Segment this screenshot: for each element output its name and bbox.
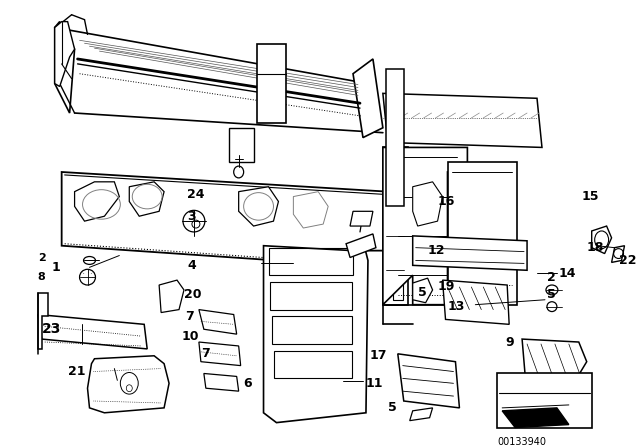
Polygon shape <box>353 59 383 138</box>
Polygon shape <box>291 254 313 275</box>
Text: 5: 5 <box>388 401 397 414</box>
Polygon shape <box>239 187 278 226</box>
Bar <box>228 128 253 162</box>
Text: 2: 2 <box>38 253 45 263</box>
Polygon shape <box>199 342 241 366</box>
Text: 8: 8 <box>38 272 45 282</box>
Text: 1: 1 <box>52 261 60 274</box>
Polygon shape <box>88 356 169 413</box>
Text: 16: 16 <box>438 195 455 208</box>
Text: 2: 2 <box>547 271 556 284</box>
Bar <box>257 44 287 123</box>
Polygon shape <box>447 162 517 305</box>
Polygon shape <box>54 22 75 86</box>
Text: 23: 23 <box>42 322 61 336</box>
Bar <box>271 282 352 310</box>
Polygon shape <box>75 182 119 221</box>
Polygon shape <box>383 147 467 305</box>
Bar <box>269 248 353 275</box>
Polygon shape <box>592 226 612 254</box>
Polygon shape <box>264 241 368 422</box>
Polygon shape <box>38 314 147 349</box>
Text: 10: 10 <box>182 330 200 343</box>
Bar <box>386 69 404 207</box>
Text: 12: 12 <box>428 244 445 257</box>
Polygon shape <box>442 280 509 324</box>
Text: 21: 21 <box>68 365 85 378</box>
Text: 15: 15 <box>582 190 599 203</box>
Text: 7: 7 <box>185 310 194 323</box>
Polygon shape <box>393 152 403 300</box>
Polygon shape <box>350 211 373 226</box>
Text: 00133940: 00133940 <box>497 437 546 448</box>
Text: 7: 7 <box>201 347 210 360</box>
Polygon shape <box>346 234 376 258</box>
Bar <box>275 351 352 379</box>
Polygon shape <box>54 22 75 113</box>
Polygon shape <box>61 172 388 265</box>
Text: 19: 19 <box>438 280 455 293</box>
Text: 24: 24 <box>187 188 204 201</box>
Text: 18: 18 <box>587 241 604 254</box>
Polygon shape <box>413 278 433 303</box>
Text: 13: 13 <box>447 300 465 313</box>
Text: 4: 4 <box>187 259 196 272</box>
Text: 5: 5 <box>418 286 426 299</box>
Polygon shape <box>413 182 442 226</box>
Text: 5: 5 <box>547 289 556 302</box>
Polygon shape <box>38 293 48 349</box>
Polygon shape <box>398 354 460 408</box>
Polygon shape <box>410 408 433 421</box>
Text: 17: 17 <box>370 349 387 362</box>
Polygon shape <box>383 147 408 305</box>
Text: 9: 9 <box>505 336 514 349</box>
Polygon shape <box>612 246 625 263</box>
Bar <box>273 316 352 344</box>
Polygon shape <box>502 408 569 427</box>
Polygon shape <box>383 93 542 147</box>
Text: 22: 22 <box>618 254 636 267</box>
Text: 3: 3 <box>187 210 196 223</box>
Text: 11: 11 <box>366 377 383 390</box>
Polygon shape <box>204 374 239 391</box>
Polygon shape <box>522 339 587 403</box>
Polygon shape <box>199 310 237 334</box>
Polygon shape <box>129 182 164 216</box>
Text: 6: 6 <box>244 377 252 390</box>
Polygon shape <box>159 280 184 313</box>
Polygon shape <box>413 236 527 270</box>
Text: 20: 20 <box>184 289 202 302</box>
Bar <box>497 374 592 427</box>
Text: 14: 14 <box>559 267 577 280</box>
